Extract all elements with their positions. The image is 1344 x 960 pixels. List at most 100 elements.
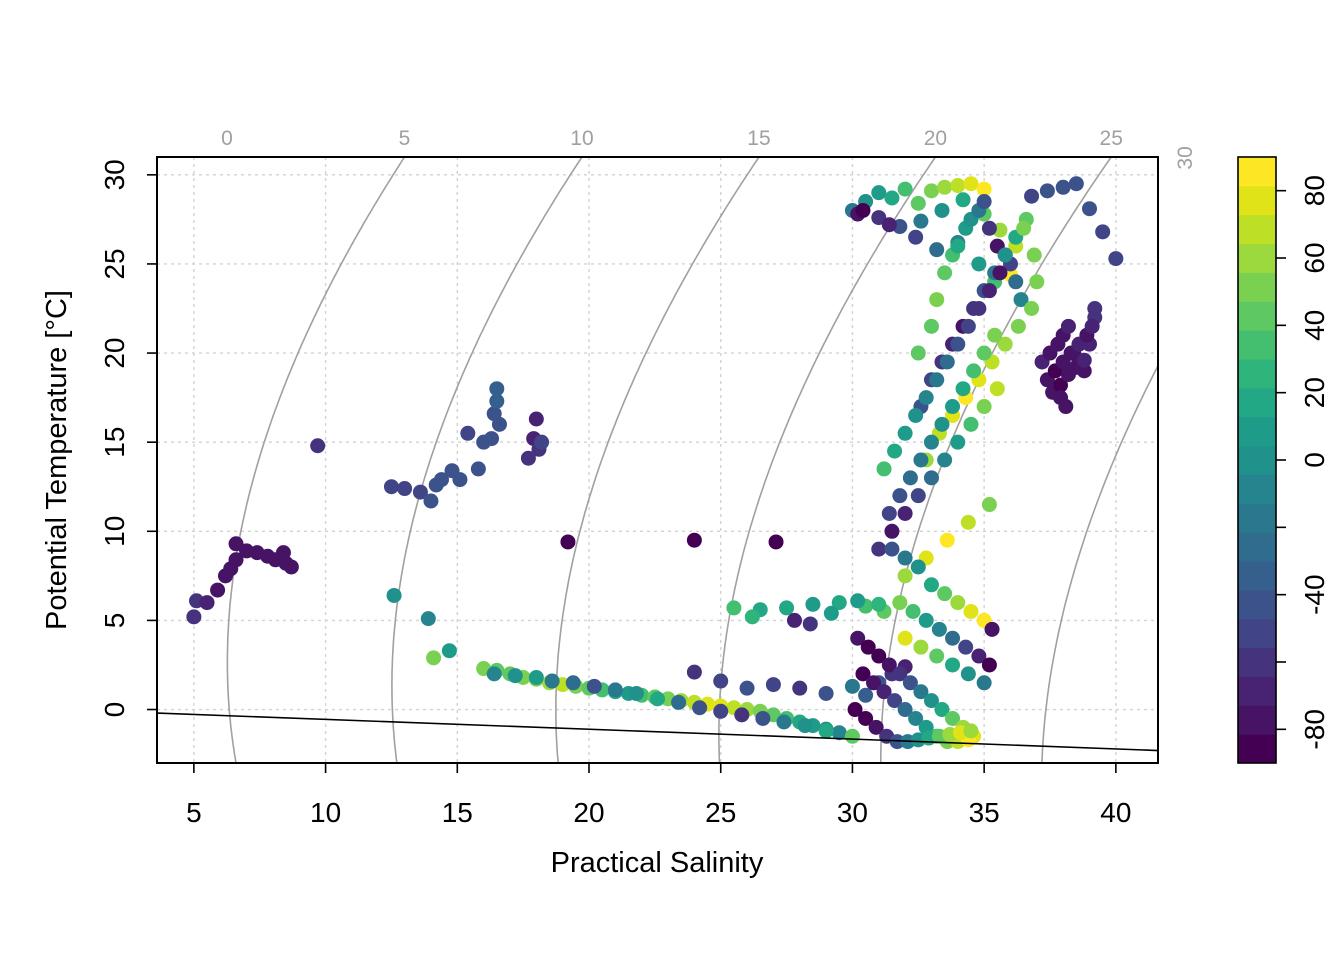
data-point [565,675,581,691]
data-point [1013,292,1029,308]
data-point [929,292,945,308]
data-point [931,621,947,637]
data-point [607,682,623,698]
data-point [489,381,505,397]
data-point [976,399,992,415]
data-point [960,666,976,682]
data-point [734,707,750,723]
data-point [470,461,486,477]
data-point [913,684,929,700]
y-tick-label: 5 [99,613,130,629]
y-tick-label: 20 [99,337,130,368]
data-point [818,723,834,739]
isopycnal-label: 20 [924,127,947,150]
y-axis: 0 5 10 15 20 25 30 [99,159,157,717]
data-point [823,605,839,621]
data-point [984,621,1000,637]
colorbar-swatch [1238,561,1276,591]
data-point [426,650,442,666]
data-point [628,685,644,701]
data-point [871,596,887,612]
isopycnal-label: 15 [747,127,770,150]
data-point [868,719,884,735]
colorbar-swatch [1238,474,1276,504]
data-point [383,479,399,495]
isopycnal-label: 30 [1174,146,1197,169]
data-point [960,318,976,334]
data-point [950,434,966,450]
data-point [871,541,887,557]
data-point [939,532,955,548]
data-point [544,673,560,689]
data-point [831,595,847,611]
data-point [713,673,729,689]
data-point [671,694,687,710]
data-point [871,185,887,201]
data-point [987,327,1003,343]
freezing-line [156,712,1159,752]
data-point [397,481,413,497]
data-point [1008,274,1024,290]
data-point [744,609,760,625]
isopycnal-label: 25 [1100,127,1123,150]
data-point [1029,274,1045,290]
data-point [913,213,929,229]
data-point [966,363,982,379]
data-point [884,523,900,539]
colorbar-tick-label: 80 [1299,175,1330,206]
data-point [950,336,966,352]
data-point [528,669,544,685]
colorbar-tick-label: 0 [1299,452,1330,468]
data-point [460,425,476,441]
isopycnal-line [718,157,937,763]
data-point [913,452,929,468]
y-tick-label: 15 [99,427,130,458]
data-point [779,600,795,616]
data-point [876,684,892,700]
data-point [876,461,892,477]
data-point [858,687,874,703]
data-point [981,657,997,673]
data-point [887,443,903,459]
y-tick-label: 10 [99,516,130,547]
data-point [755,710,771,726]
data-point [805,596,821,612]
colorbar-swatch [1238,618,1276,649]
data-point [412,484,428,500]
colorbar-tick-label: 20 [1299,377,1330,408]
data-point [850,593,866,609]
isopycnal-line [1041,364,1158,763]
data-point [855,202,871,218]
data-point [908,407,924,423]
data-point [945,710,961,726]
data-point [910,559,926,575]
data-point [686,664,702,680]
x-tick-label: 35 [969,797,1000,828]
data-point [507,668,523,684]
data-point [981,220,997,236]
data-point [892,488,908,504]
y-axis-title: Potential Temperature [°C] [41,290,73,630]
data-point [786,612,802,628]
isopycnal-label: 0 [221,127,233,150]
data-point [423,493,439,509]
data-point [976,675,992,691]
data-point [945,399,961,415]
data-point [433,472,449,488]
data-point [768,534,784,550]
data-point [902,470,918,486]
colorbar: -80 -40 0 20 40 60 80 [1237,156,1330,764]
data-point [491,416,507,432]
data-point [981,283,997,299]
data-point [997,247,1013,263]
data-point [960,514,976,530]
data-point [858,710,874,726]
data-point [897,702,913,718]
data-point [866,675,882,691]
colorbar-swatch [1238,185,1276,216]
colorbar-tick-label: -40 [1299,574,1330,614]
data-point [892,666,908,682]
data-point [520,450,536,466]
data-point [228,536,244,552]
data-point [945,657,961,673]
